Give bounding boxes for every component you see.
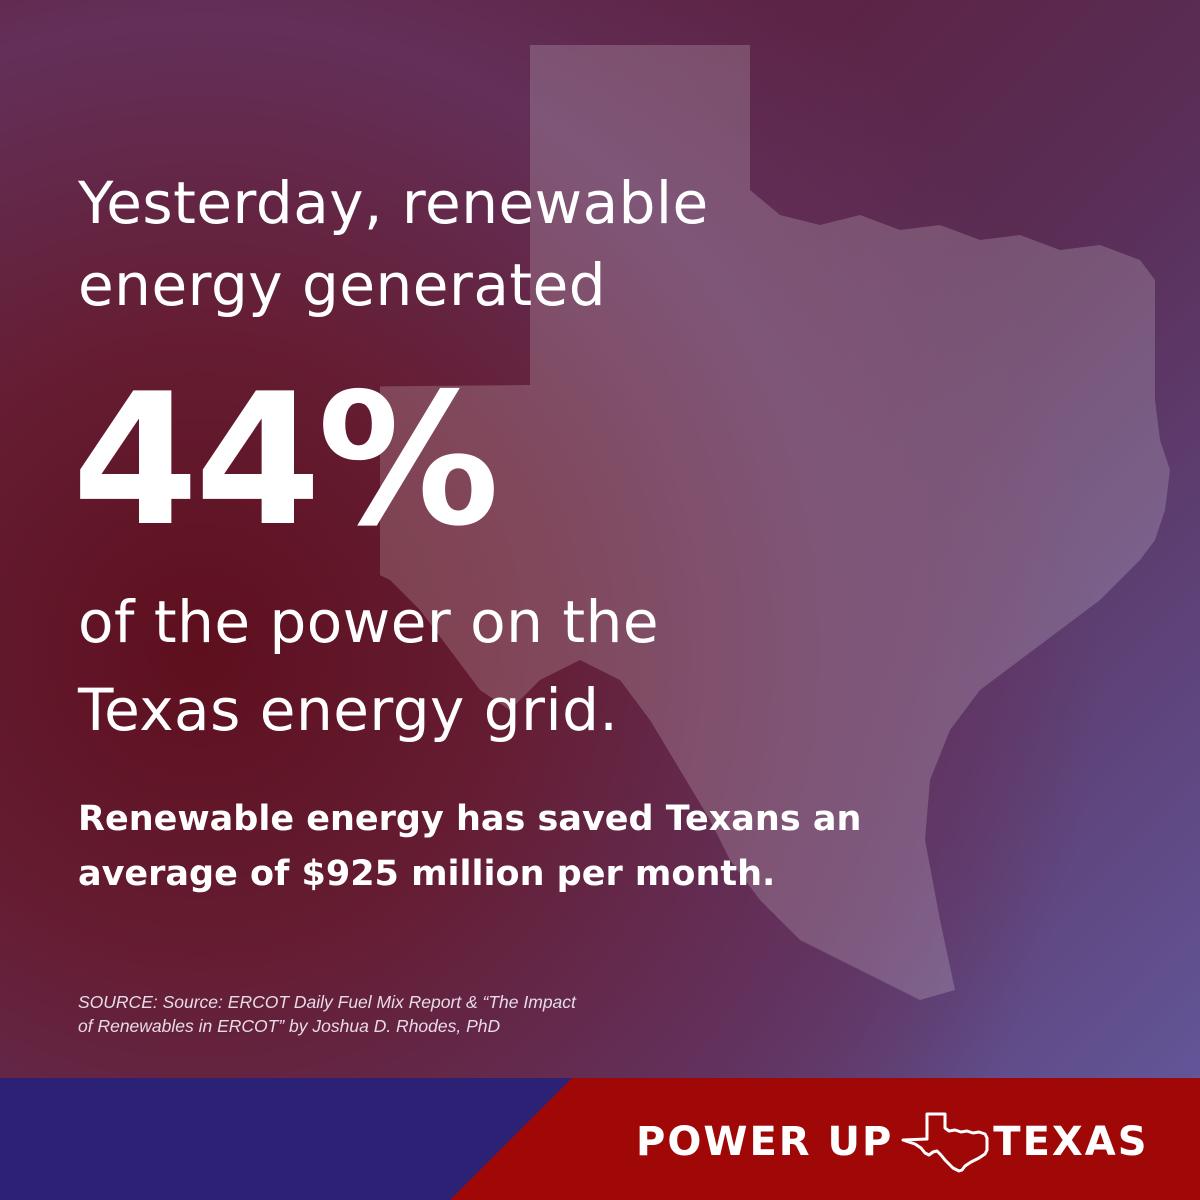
- source-line-2: of Renewables in ERCOT” by Joshua D. Rho…: [78, 1016, 501, 1036]
- headline-line-1: Yesterday, renewable: [78, 169, 709, 237]
- renewable-percentage: 44%: [72, 354, 500, 566]
- savings-line-1: Renewable energy has saved Texans an: [78, 799, 862, 839]
- subline-line-1: of the power on the: [78, 588, 660, 656]
- savings-statement: Renewable energy has saved Texans an ave…: [78, 792, 861, 902]
- brand-logo: POWER UP TEXAS: [636, 1110, 1149, 1174]
- source-citation: SOURCE: Source: ERCOT Daily Fuel Mix Rep…: [78, 990, 576, 1038]
- footer-red-band: [450, 1078, 1200, 1200]
- texas-outline-icon: [901, 1112, 989, 1173]
- subline-line-2: Texas energy grid.: [78, 676, 619, 744]
- footer-banner: [0, 1078, 1200, 1200]
- texas-map-icon: [380, 45, 1170, 1000]
- source-line-1: SOURCE: Source: ERCOT Daily Fuel Mix Rep…: [78, 992, 576, 1012]
- headline: Yesterday, renewable energy generated: [78, 162, 709, 326]
- subline: of the power on the Texas energy grid.: [78, 578, 659, 754]
- brand-word-texas: TEXAS: [993, 1119, 1149, 1165]
- savings-line-2: average of $925 million per month.: [78, 854, 776, 894]
- brand-word-power-up: POWER UP: [636, 1119, 894, 1165]
- headline-line-2: energy generated: [78, 251, 607, 319]
